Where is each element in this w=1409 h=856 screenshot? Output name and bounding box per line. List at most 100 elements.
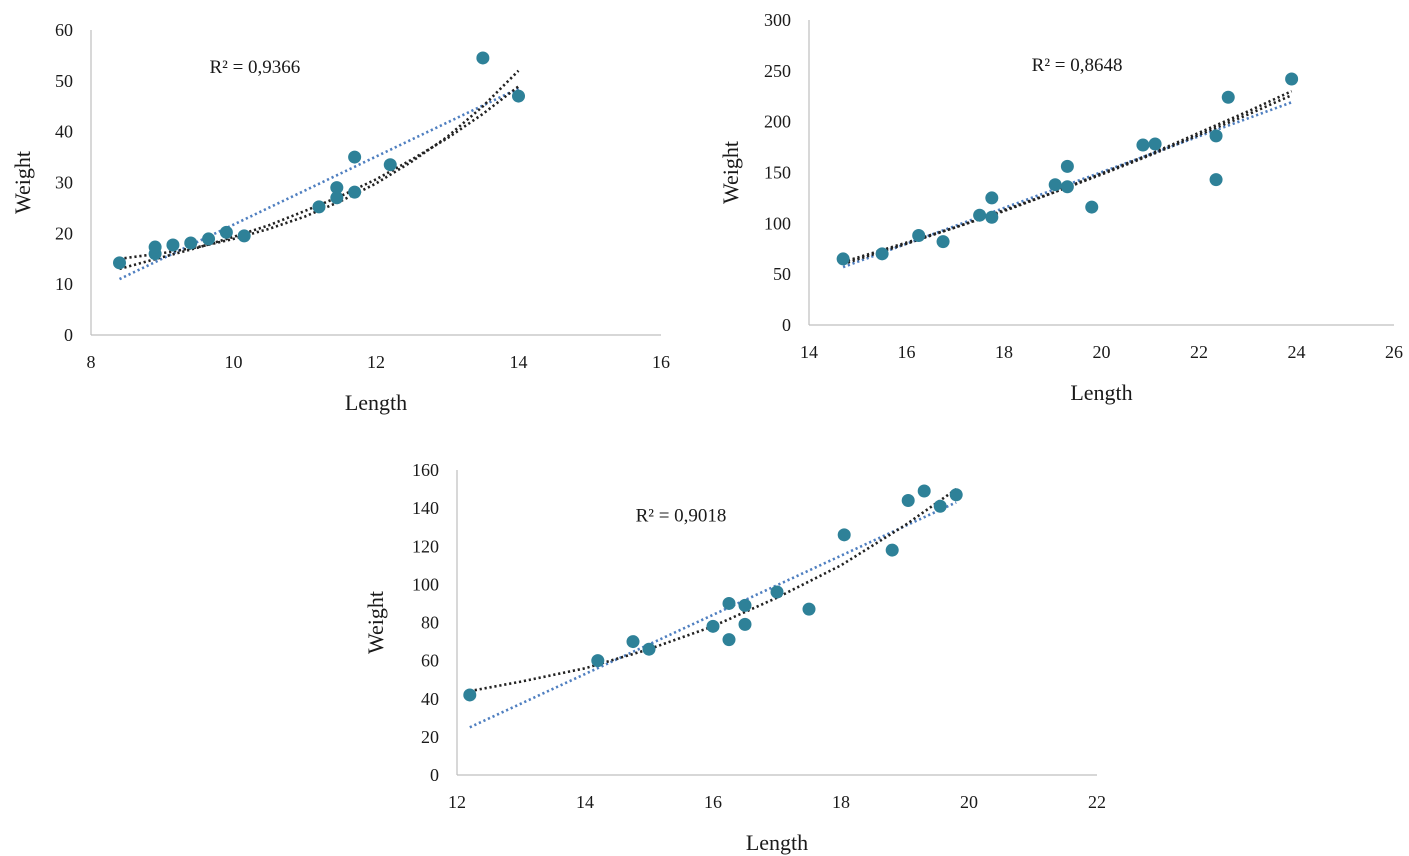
y-tick-label: 100: [764, 213, 791, 233]
y-tick-label: 250: [764, 61, 791, 81]
linear-trendline: [469, 501, 957, 729]
chart-3: 0 20 40 60 80 100 120 140 160 12 14 16 18 20 22 Length W…: [363, 460, 1106, 855]
x-tick-label: 18: [995, 342, 1013, 362]
x-axis-title: Length: [1070, 380, 1132, 405]
fit-trendline: [842, 90, 1293, 264]
x-tick-label: 16: [652, 352, 670, 372]
data-point: [330, 181, 344, 195]
linear-trendline: [118, 87, 520, 281]
data-point: [184, 236, 198, 250]
y-tick-label: 140: [412, 498, 439, 518]
x-tick-label: 8: [87, 352, 96, 372]
data-point: [348, 150, 362, 164]
data-point: [1209, 129, 1223, 143]
x-tick-label: 26: [1385, 342, 1403, 362]
x-tick-label: 20: [960, 792, 978, 812]
data-point: [1060, 180, 1074, 194]
data-point: [312, 200, 326, 214]
data-point: [1209, 173, 1223, 187]
data-point: [912, 229, 926, 243]
data-point: [148, 240, 162, 254]
data-point: [202, 232, 216, 246]
r-squared-label: R² = 0,9018: [636, 506, 727, 527]
x-tick-label: 12: [448, 792, 466, 812]
data-point: [113, 256, 126, 270]
data-point: [722, 596, 736, 610]
x-tick-label: 20: [1093, 342, 1111, 362]
x-axis-title: Length: [345, 390, 407, 415]
y-tick-label: 0: [782, 315, 791, 335]
y-tick-label: 160: [412, 460, 439, 480]
data-point: [933, 499, 947, 513]
x-tick-label: 22: [1088, 792, 1106, 812]
y-tick-label: 40: [55, 122, 73, 142]
chart-2: 0 50 100 150 200 250 300 14 16 18 20 22 24 26 Length We…: [718, 10, 1403, 405]
data-point: [917, 484, 931, 498]
data-point: [348, 185, 362, 199]
data-point: [219, 225, 233, 239]
data-point: [642, 642, 656, 656]
x-tick-label: 14: [800, 342, 818, 362]
data-point: [901, 494, 915, 507]
y-tick-label: 50: [773, 264, 791, 284]
y-tick-label: 50: [55, 71, 73, 91]
data-point: [837, 528, 851, 542]
data-point: [885, 543, 899, 557]
y-tick-label: 60: [55, 20, 73, 40]
data-point: [512, 89, 525, 103]
y-tick-label: 10: [55, 274, 73, 294]
x-tick-label: 10: [225, 352, 243, 372]
y-axis-title: Weight: [363, 591, 388, 654]
y-tick-label: 20: [421, 727, 439, 747]
data-point: [836, 252, 850, 266]
x-tick-label: 16: [704, 792, 722, 812]
data-point: [770, 585, 784, 599]
data-point: [875, 247, 889, 261]
data-point: [1085, 200, 1099, 214]
x-tick-label: 18: [832, 792, 850, 812]
y-tick-label: 30: [55, 173, 73, 193]
data-point: [1221, 90, 1235, 104]
data-point: [1148, 137, 1162, 151]
y-tick-label: 20: [55, 223, 73, 243]
fit-trendline: [842, 94, 1293, 266]
data-point: [1048, 178, 1062, 192]
y-tick-label: 60: [421, 651, 439, 671]
y-tick-label: 300: [764, 10, 791, 30]
y-tick-label: 150: [764, 163, 791, 183]
y-tick-label: 120: [412, 536, 439, 556]
chart-1: 0 10 20 30 40 50 60 8 10 12 14 16 Length Weight R² = 0…: [10, 20, 670, 415]
y-axis-title: Weight: [718, 141, 743, 204]
data-point: [722, 633, 736, 647]
data-point: [591, 654, 605, 668]
x-tick-label: 14: [576, 792, 594, 812]
data-point: [463, 688, 477, 702]
r-squared-label: R² = 0,8648: [1032, 55, 1123, 76]
y-tick-label: 200: [764, 112, 791, 132]
data-point: [985, 191, 999, 205]
r-squared-label: R² = 0,9366: [209, 57, 300, 78]
y-tick-label: 40: [421, 689, 439, 709]
data-point: [936, 235, 950, 249]
x-tick-label: 12: [367, 352, 385, 372]
data-point: [1285, 72, 1299, 86]
fit-trendline: [119, 69, 520, 261]
y-axis-title: Weight: [10, 151, 35, 214]
x-tick-label: 24: [1288, 342, 1306, 362]
data-point: [949, 488, 963, 502]
data-point: [166, 238, 180, 252]
data-point: [237, 229, 251, 243]
data-point: [706, 619, 720, 633]
x-tick-label: 14: [510, 352, 528, 372]
y-tick-label: 80: [421, 613, 439, 633]
x-axis-title: Length: [746, 830, 808, 855]
data-point: [1060, 159, 1074, 173]
y-tick-label: 100: [412, 574, 439, 594]
x-tick-label: 16: [898, 342, 916, 362]
data-point: [383, 158, 397, 172]
y-tick-label: 0: [64, 325, 73, 345]
data-point: [738, 617, 752, 631]
fit-trendline: [119, 85, 520, 271]
data-point: [330, 191, 344, 205]
